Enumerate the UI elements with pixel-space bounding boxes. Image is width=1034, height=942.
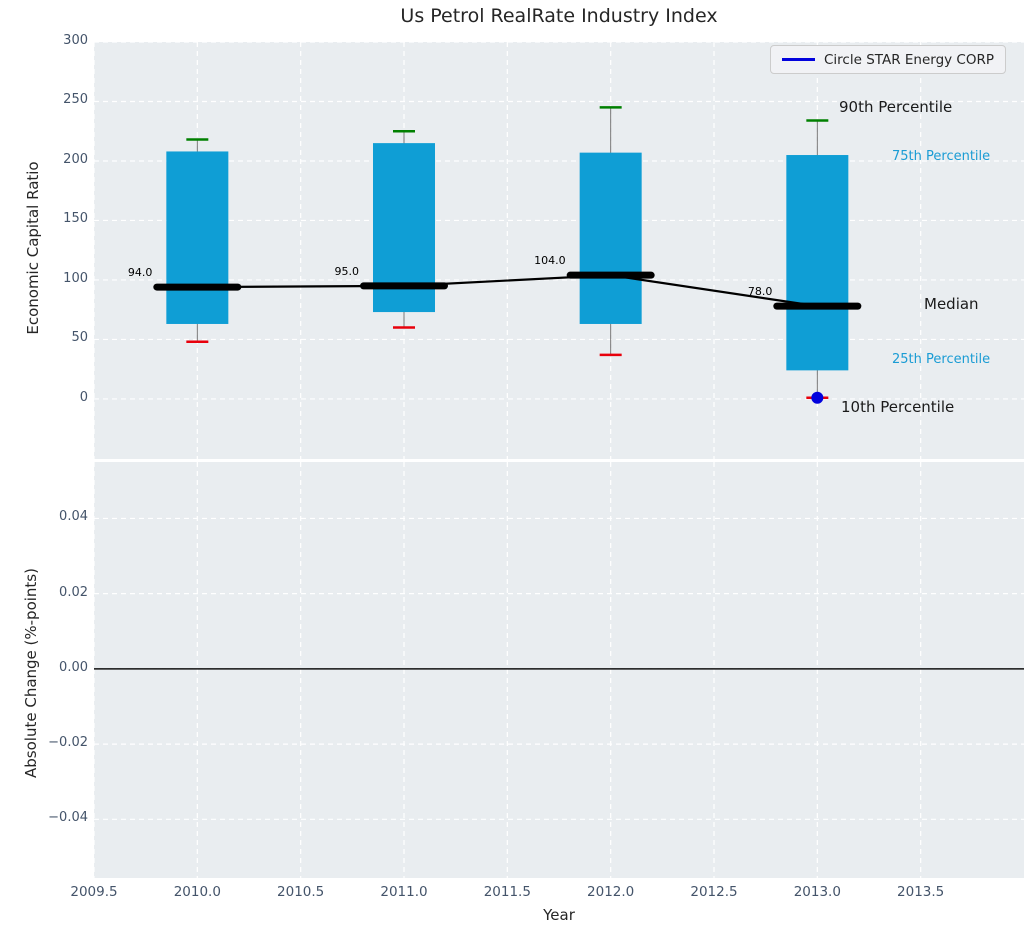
x-tick-label: 2010.5 <box>277 884 325 900</box>
top-axes: Circle STAR Energy CORP <box>94 42 1024 459</box>
x-tick-label: 2013.0 <box>793 884 841 900</box>
y-tick-label: 200 <box>63 151 88 167</box>
median-value-label: 104.0 <box>534 254 566 268</box>
y-tick-label: −0.02 <box>48 735 88 751</box>
legend: Circle STAR Energy CORP <box>770 45 1007 74</box>
y-tick-label: −0.04 <box>48 810 88 826</box>
x-tick-label: 2011.5 <box>483 884 531 900</box>
chart-title: Us Petrol RealRate Industry Index <box>400 5 718 27</box>
x-tick-label: 2009.5 <box>70 884 118 900</box>
x-tick-label: 2011.0 <box>380 884 428 900</box>
annotation-90th-percentile: 90th Percentile <box>839 98 953 116</box>
x-axis-label: Year <box>543 906 575 924</box>
y-tick-label: 0 <box>79 389 88 405</box>
company-point-2013 <box>811 391 824 404</box>
y-tick-label: 250 <box>63 92 88 108</box>
bar-2010 <box>166 151 229 324</box>
y-tick-label: 0.02 <box>59 584 88 600</box>
legend-label: Circle STAR Energy CORP <box>824 51 995 68</box>
top-y-axis-label: Economic Capital Ratio <box>24 161 42 335</box>
annotation-10th-percentile: 10th Percentile <box>841 398 955 416</box>
bottom-axes <box>94 462 1024 878</box>
median-line <box>197 274 818 308</box>
median-value-label: 78.0 <box>747 285 773 299</box>
annotation-median: Median <box>924 295 979 313</box>
x-tick-label: 2012.5 <box>690 884 738 900</box>
annotation-75th-percentile: 75th Percentile <box>892 149 991 164</box>
y-tick-label: 100 <box>63 270 88 286</box>
legend-line-swatch <box>782 58 815 61</box>
bar-2013 <box>786 155 849 371</box>
y-tick-label: 150 <box>63 211 88 227</box>
y-tick-label: 50 <box>71 330 88 346</box>
x-tick-label: 2013.5 <box>897 884 945 900</box>
annotation-25th-percentile: 25th Percentile <box>892 352 991 367</box>
y-tick-label: 0.04 <box>59 509 88 525</box>
bar-2012 <box>579 152 642 324</box>
y-tick-label: 300 <box>63 33 88 48</box>
median-value-label: 95.0 <box>334 264 360 278</box>
y-tick-label: 0.00 <box>59 659 88 675</box>
top-plot-canvas <box>94 42 1024 459</box>
median-value-label: 94.0 <box>127 266 153 280</box>
x-tick-label: 2012.0 <box>587 884 635 900</box>
x-tick-label: 2010.0 <box>173 884 221 900</box>
bottom-plot-canvas <box>94 462 1024 878</box>
